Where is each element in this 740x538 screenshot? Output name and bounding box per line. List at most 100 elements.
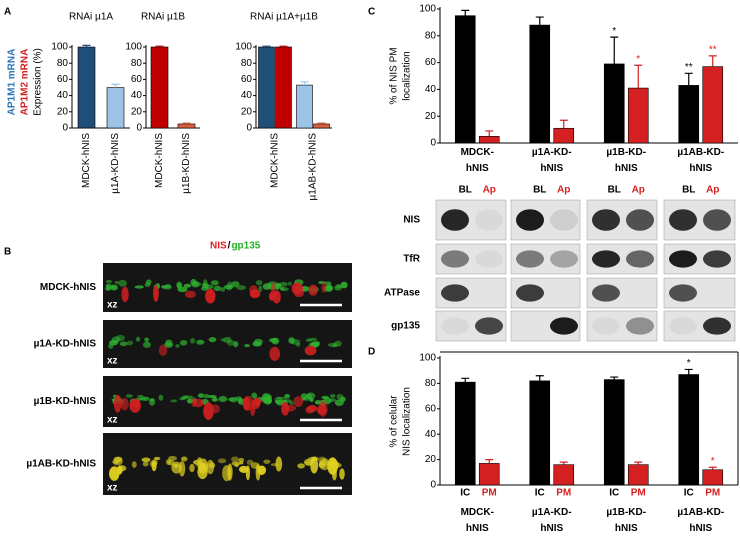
error-bar — [262, 45, 271, 47]
annotation: * — [711, 456, 715, 467]
series-label: IC — [609, 488, 619, 499]
panel-label: C — [368, 7, 375, 18]
signal — [213, 285, 222, 292]
error-bar — [708, 466, 717, 470]
blot-band — [592, 209, 620, 231]
y-tick-label: 60 — [57, 74, 69, 85]
y-tick-label: 60 — [131, 74, 143, 85]
image-row-label: µ1A-KD-hNIS — [34, 339, 97, 350]
error-bar — [111, 83, 120, 88]
x-tick-label: MDCK-hNIS — [270, 133, 281, 188]
signal — [210, 404, 220, 414]
error-bar — [684, 368, 693, 375]
signal — [201, 282, 209, 289]
blot-band — [592, 317, 620, 335]
y-tick-label: 0 — [136, 123, 142, 134]
signal — [211, 398, 220, 402]
signal — [307, 404, 318, 413]
bar — [258, 46, 275, 129]
y-axis-label: AP1M2 mRNA — [20, 49, 31, 116]
image-row-label: µ1AB-KD-hNIS — [26, 459, 96, 470]
signal — [255, 279, 263, 286]
signal — [121, 286, 129, 303]
signal — [139, 396, 147, 401]
signal — [197, 458, 209, 474]
signal — [274, 282, 282, 290]
signal — [281, 401, 290, 416]
signal — [141, 457, 151, 463]
signal — [329, 394, 336, 398]
signal — [252, 341, 262, 347]
y-tick-label: 80 — [241, 58, 253, 69]
blot-band — [592, 284, 620, 302]
signal — [229, 396, 238, 403]
error-bar — [461, 9, 470, 16]
series-label: Ap — [706, 185, 719, 196]
blot-band — [441, 209, 469, 231]
bar — [553, 127, 575, 144]
bar — [627, 464, 649, 486]
signal — [196, 339, 205, 345]
blot-band — [669, 209, 697, 231]
blot-band — [626, 317, 654, 335]
signal — [262, 392, 270, 400]
axis-tag: xz — [107, 415, 118, 426]
signal — [142, 461, 149, 467]
x-tick-label: µ1AB-KD-hNIS — [308, 133, 319, 201]
error-bar — [279, 45, 288, 47]
bar — [702, 469, 724, 486]
signal — [130, 399, 141, 409]
y-tick-label: 100 — [419, 353, 436, 364]
chart-title: RNAi µ1B — [141, 12, 185, 23]
y-tick-label: 80 — [425, 30, 437, 41]
signal — [170, 399, 178, 403]
signal — [238, 457, 245, 463]
bar — [529, 24, 551, 144]
signal — [179, 340, 188, 346]
signal — [144, 337, 149, 342]
signal — [334, 340, 342, 347]
signal — [217, 458, 227, 464]
series-label: PM — [631, 488, 646, 499]
blot-band — [592, 250, 620, 268]
signal — [269, 346, 281, 361]
y-tick-label: 100 — [419, 4, 436, 15]
signal — [321, 395, 330, 400]
x-tick-label: µ1A-KD-hNIS — [110, 133, 121, 194]
y-tick-label: 20 — [425, 454, 437, 465]
blot-band — [441, 284, 469, 302]
y-axis-label: Expression (%) — [33, 48, 44, 116]
series-label: Ap — [483, 185, 496, 196]
error-bar — [317, 122, 326, 124]
error-bar — [610, 36, 619, 64]
bar — [553, 464, 575, 486]
error-bar — [535, 375, 544, 381]
error-bar — [559, 461, 568, 465]
signal — [321, 282, 327, 293]
blot-row-label: TfR — [403, 254, 420, 265]
series-label: BL — [682, 185, 695, 196]
signal — [324, 285, 334, 291]
series-label: BL — [459, 185, 472, 196]
blot-band — [550, 250, 578, 268]
image-row-label: MDCK-hNIS — [40, 282, 96, 293]
signal — [242, 395, 254, 411]
signal — [134, 285, 144, 289]
bar — [150, 46, 169, 129]
signal — [269, 291, 279, 299]
signal — [165, 458, 172, 465]
signal — [118, 279, 128, 287]
signal — [153, 456, 161, 461]
signal — [153, 284, 159, 302]
signal — [249, 289, 261, 299]
signal — [114, 280, 120, 285]
signal — [185, 395, 194, 399]
y-axis-label: localization — [402, 51, 413, 100]
signal — [265, 401, 271, 405]
signal — [258, 285, 263, 293]
blot-band — [516, 250, 544, 268]
signal — [176, 282, 183, 289]
signal — [184, 290, 196, 299]
signal — [308, 284, 318, 296]
blot-band — [626, 250, 654, 268]
